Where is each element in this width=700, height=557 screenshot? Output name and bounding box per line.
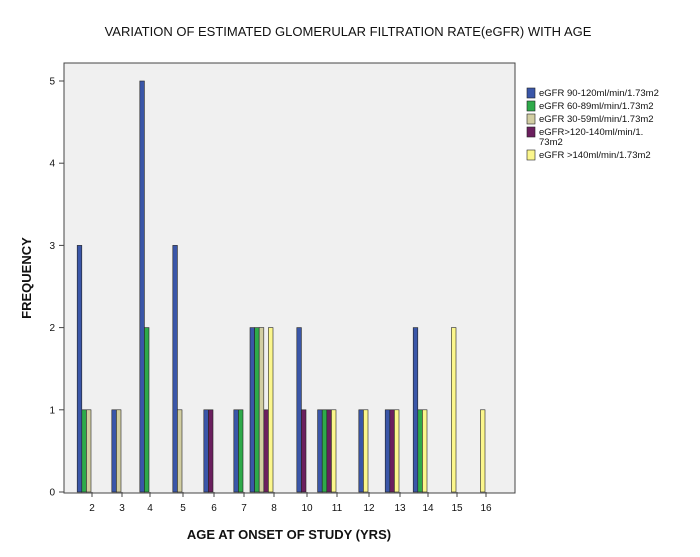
x-tick-label: 15: [451, 503, 463, 514]
bar: [296, 327, 302, 493]
legend-swatch: [526, 100, 536, 112]
bar: [451, 327, 457, 493]
legend-label: eGFR>120-140ml/min/1.: [539, 127, 643, 138]
y-tick-label: 4: [49, 159, 55, 170]
bar: [358, 409, 364, 493]
x-tick-label: 8: [271, 503, 277, 514]
x-tick-label: 10: [301, 503, 313, 514]
bar: [76, 245, 83, 493]
bar: [139, 80, 145, 493]
y-tick-label: 3: [49, 241, 55, 252]
bar: [254, 327, 260, 493]
bar: [144, 327, 150, 493]
legend-swatch: [526, 87, 536, 99]
bar: [249, 327, 255, 493]
x-tick-label: 6: [211, 503, 217, 514]
chart-title: VARIATION OF ESTIMATED GLOMERULAR FILTRA…: [105, 24, 592, 39]
x-tick-label: 12: [363, 503, 375, 514]
legend: eGFR 90-120ml/min/1.73m2 eGFR 60-89ml/min…: [526, 87, 659, 161]
bar: [412, 327, 419, 493]
x-tick-label: 16: [480, 503, 492, 514]
bar: [384, 409, 391, 493]
bar: [258, 327, 265, 493]
bar: [263, 409, 269, 493]
bar: [422, 409, 428, 493]
x-tick-label: 4: [147, 503, 153, 514]
bars: [76, 80, 486, 493]
y-tick-label: 5: [49, 77, 55, 88]
plot-area: [63, 62, 516, 494]
bar: [238, 409, 244, 493]
bar: [116, 409, 122, 493]
bar: [203, 409, 209, 493]
y-tick-label: 2: [49, 323, 55, 334]
legend-swatch: [526, 149, 536, 161]
bar: [301, 409, 307, 493]
bar: [172, 245, 178, 493]
x-tick-label: 14: [422, 503, 434, 514]
legend-label: 73m2: [539, 137, 563, 148]
legend-label: eGFR 60-89ml/min/1.73m2: [539, 101, 654, 112]
x-tick-label: 3: [119, 503, 125, 514]
bar: [321, 409, 328, 493]
bar: [394, 409, 400, 493]
x-tick-label: 2: [89, 503, 95, 514]
bar: [480, 409, 486, 493]
bar: [389, 409, 395, 493]
bar: [317, 409, 323, 493]
x-tick-label: 7: [241, 503, 247, 514]
legend-swatch: [526, 126, 536, 138]
x-axis: 2 3 4 5 6 7 8 10 11 12 13 14 15 16: [89, 492, 492, 514]
bar: [326, 409, 332, 493]
y-axis-title: FREQUENCY: [19, 237, 34, 319]
legend-label: eGFR 30-59ml/min/1.73m2: [539, 114, 654, 125]
bar: [268, 327, 274, 493]
y-axis: 0 1 2 3 4 5: [49, 77, 64, 499]
bar: [86, 409, 92, 493]
y-tick-label: 1: [49, 405, 55, 416]
legend-label: eGFR 90-120ml/min/1.73m2: [539, 88, 659, 99]
bar: [208, 409, 214, 493]
x-tick-label: 5: [180, 503, 186, 514]
x-tick-label: 11: [332, 503, 343, 514]
bar: [417, 409, 423, 493]
legend-swatch: [526, 113, 536, 125]
bar: [177, 409, 183, 493]
bar: [81, 409, 87, 493]
bar: [363, 409, 369, 493]
legend-label: eGFR >140ml/min/1.73m2: [539, 150, 651, 161]
x-axis-title: AGE AT ONSET OF STUDY (YRS): [187, 527, 391, 542]
x-tick-label: 13: [394, 503, 406, 514]
bar: [233, 409, 239, 493]
y-tick-label: 0: [49, 488, 55, 499]
bar: [111, 409, 117, 493]
bar: [331, 409, 337, 493]
